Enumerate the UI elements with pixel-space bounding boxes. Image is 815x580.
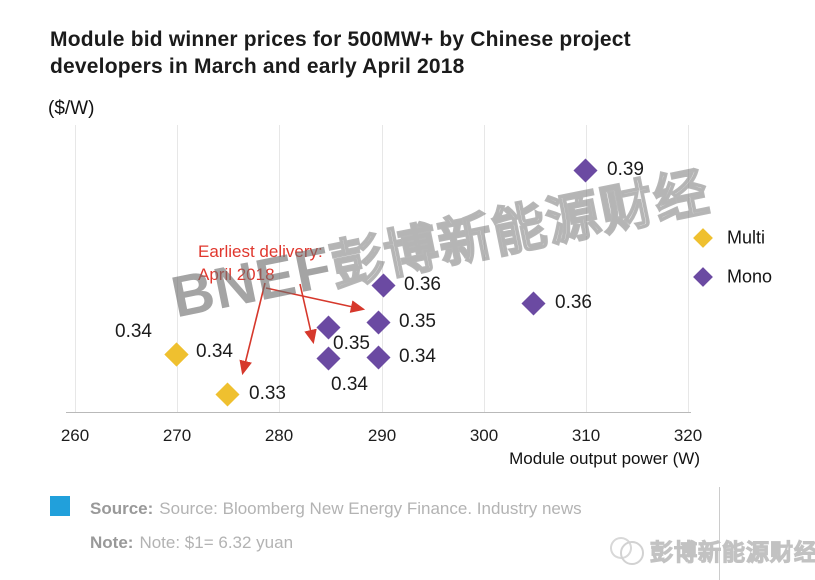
point-label-0.36: 0.36 xyxy=(404,274,441,295)
tick-label-300: 300 xyxy=(469,426,499,445)
tick-label-290: 290 xyxy=(367,426,397,445)
point-mono-290w-0.36 xyxy=(370,272,396,298)
point-label-0.34: 0.34 xyxy=(196,341,233,362)
source-line: Source: Source: Bloomberg New Energy Fina… xyxy=(90,499,582,519)
tick-label-310: 310 xyxy=(571,426,601,445)
gridline-320 xyxy=(688,125,689,412)
gridline-270 xyxy=(177,125,178,412)
right-divider-line xyxy=(719,487,720,580)
annotation-line-1: Earliest delivery: xyxy=(198,242,323,261)
tick-label-270: 270 xyxy=(162,426,192,445)
tick-label-280: 280 xyxy=(264,426,294,445)
stamp-brand-text: 彭博新能源财经 xyxy=(650,539,815,566)
annotation-line-2: April 2018 xyxy=(198,265,275,284)
annotation-earliest-delivery: Earliest delivery: April 2018 xyxy=(198,240,323,286)
point-label-0.34: 0.34 xyxy=(331,374,368,395)
annotation-arrow-2 xyxy=(299,283,317,345)
annotation-arrow-3 xyxy=(265,287,366,313)
source-text: Source: Bloomberg New Energy Finance. In… xyxy=(159,499,582,518)
legend-diamond-mono xyxy=(693,267,713,287)
legend-label-multi: Multi xyxy=(727,227,766,248)
note-text: Note: $1= 6.32 yuan xyxy=(139,533,294,552)
point-label-0.34: 0.34 xyxy=(399,346,436,367)
gridline-310 xyxy=(586,125,587,412)
gridline-290 xyxy=(382,125,383,412)
point-mono-290w-0.35 xyxy=(365,309,391,335)
note-label: Note: xyxy=(90,533,134,552)
source-accent-square xyxy=(50,496,70,516)
point-label-0.36: 0.36 xyxy=(555,292,592,313)
point-label-0.35: 0.35 xyxy=(333,333,370,354)
legend-label-mono: Mono xyxy=(727,266,773,287)
point-multi-270w-0.34 xyxy=(163,341,189,367)
source-label: Source: xyxy=(90,499,154,518)
note-line: Note: Note: $1= 6.32 yuan xyxy=(90,533,293,553)
chart-title: Module bid winner prices for 500MW+ by C… xyxy=(50,28,631,78)
stamp-globe-icon-2 xyxy=(620,541,644,565)
tick-label-320: 320 xyxy=(673,426,703,445)
point-label-0.39: 0.39 xyxy=(607,159,644,180)
tick-label-260: 260 xyxy=(60,426,90,445)
point-mono-305w-0.36 xyxy=(520,290,546,316)
point-mono-310w-0.39 xyxy=(572,157,598,183)
point-label-0.35: 0.35 xyxy=(399,311,436,332)
point-label-0.33: 0.33 xyxy=(249,383,286,404)
point-multi-275w-0.33 xyxy=(214,381,240,407)
gridline-280 xyxy=(279,125,280,412)
y-axis-unit-label: ($/W) xyxy=(48,98,95,119)
gridline-300 xyxy=(484,125,485,412)
legend-diamond-multi xyxy=(693,228,713,248)
x-axis-line xyxy=(66,412,691,413)
gridline-260 xyxy=(75,125,76,412)
annotation-arrow-1 xyxy=(239,282,266,376)
x-axis-title: Module output power (W) xyxy=(509,449,700,468)
point-label-0.34: 0.34 xyxy=(115,321,152,342)
